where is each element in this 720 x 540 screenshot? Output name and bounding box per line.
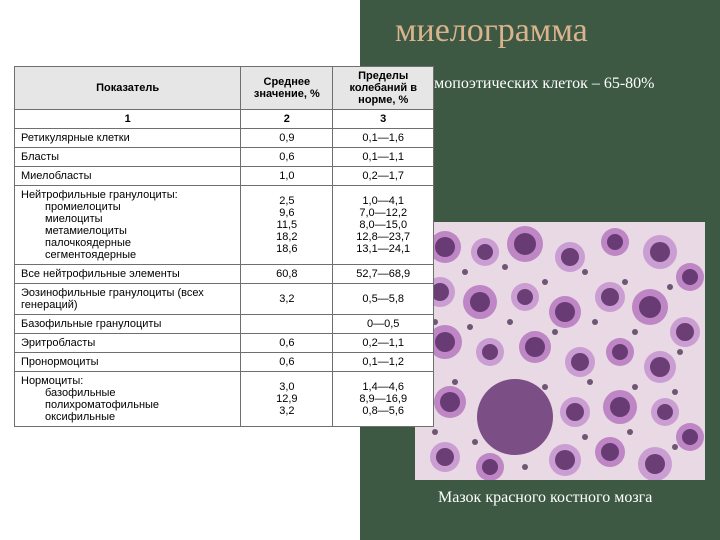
smear-image — [415, 222, 705, 480]
smear-svg — [415, 222, 705, 480]
col-header: Пределы колебаний в норме, % — [333, 67, 434, 110]
table-row: Пронормоциты0,60,1—1,2 — [15, 353, 434, 372]
table-row: Эозинофильные гранулоциты (всех генераци… — [15, 284, 434, 315]
myelogram-table: ПоказательСреднее значение, %Пределы кол… — [14, 66, 434, 427]
table-row: Миелобласты1,00,2—1,7 — [15, 167, 434, 186]
slide-title: миелограмма — [395, 12, 715, 50]
thead: ПоказательСреднее значение, %Пределы кол… — [15, 67, 434, 110]
col-header: Среднее значение, % — [241, 67, 333, 110]
table-row: Ретикулярные клетки0,90,1—1,6 — [15, 129, 434, 148]
header-row: ПоказательСреднее значение, %Пределы кол… — [15, 67, 434, 110]
smear-caption: Мазок красного костного мозга — [438, 488, 698, 508]
hematopoietic-text: Гемопоэтических клеток – 65-80% — [419, 74, 699, 94]
table-row: Эритробласты0,60,2—1,1 — [15, 334, 434, 353]
table-row: Базофильные гранулоциты0—0,5 — [15, 315, 434, 334]
table-row: Все нейтрофильные элементы60,852,7—68,9 — [15, 265, 434, 284]
col-header: Показатель — [15, 67, 241, 110]
table-row: Нейтрофильные гранулоциты:промиелоцитыми… — [15, 186, 434, 265]
slide: миелограмма Гемопоэтических клеток – 65-… — [0, 0, 720, 540]
col-number-row: 123 — [15, 110, 434, 129]
myelogram-table-wrap: ПоказательСреднее значение, %Пределы кол… — [14, 66, 434, 427]
table-row: Бласты0,60,1—1,1 — [15, 148, 434, 167]
tbody: 123Ретикулярные клетки0,90,1—1,6Бласты0,… — [15, 110, 434, 427]
table-row: Нормоциты:базофильныеполихроматофильныео… — [15, 372, 434, 427]
